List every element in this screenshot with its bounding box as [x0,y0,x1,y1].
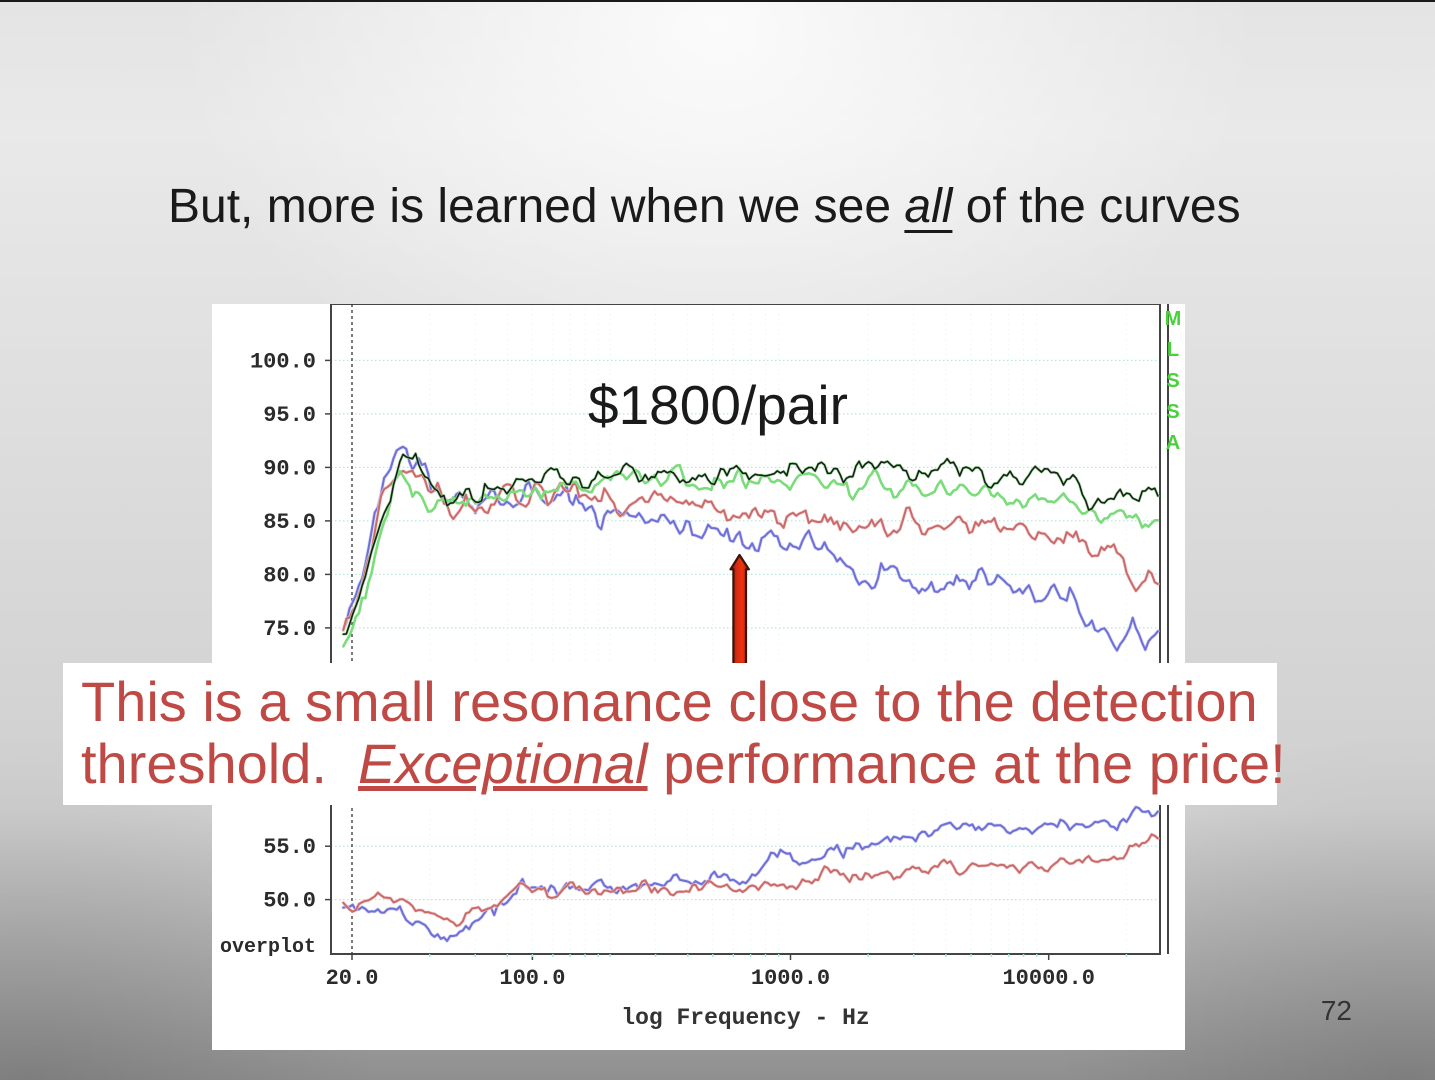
svg-text:75.0: 75.0 [263,617,316,642]
svg-text:80.0: 80.0 [263,563,316,588]
svg-text:overplot: overplot [220,936,316,959]
svg-text:M: M [1165,308,1182,330]
svg-text:A: A [1166,432,1180,454]
svg-text:S: S [1166,370,1179,392]
svg-text:85.0: 85.0 [263,510,316,535]
svg-text:1000.0: 1000.0 [751,966,830,991]
svg-text:$1800/pair: $1800/pair [588,374,848,436]
svg-text:55.0: 55.0 [263,835,316,860]
svg-text:100.0: 100.0 [250,349,316,374]
svg-text:95.0: 95.0 [263,403,316,428]
svg-text:S: S [1166,401,1179,423]
svg-text:L: L [1167,339,1179,361]
svg-text:log Frequency - Hz: log Frequency - Hz [621,1005,869,1031]
svg-text:50.0: 50.0 [263,889,316,914]
svg-text:100.0: 100.0 [499,966,565,991]
svg-text:10000.0: 10000.0 [1002,966,1094,991]
svg-text:90.0: 90.0 [263,456,316,481]
svg-text:20.0: 20.0 [326,966,379,991]
